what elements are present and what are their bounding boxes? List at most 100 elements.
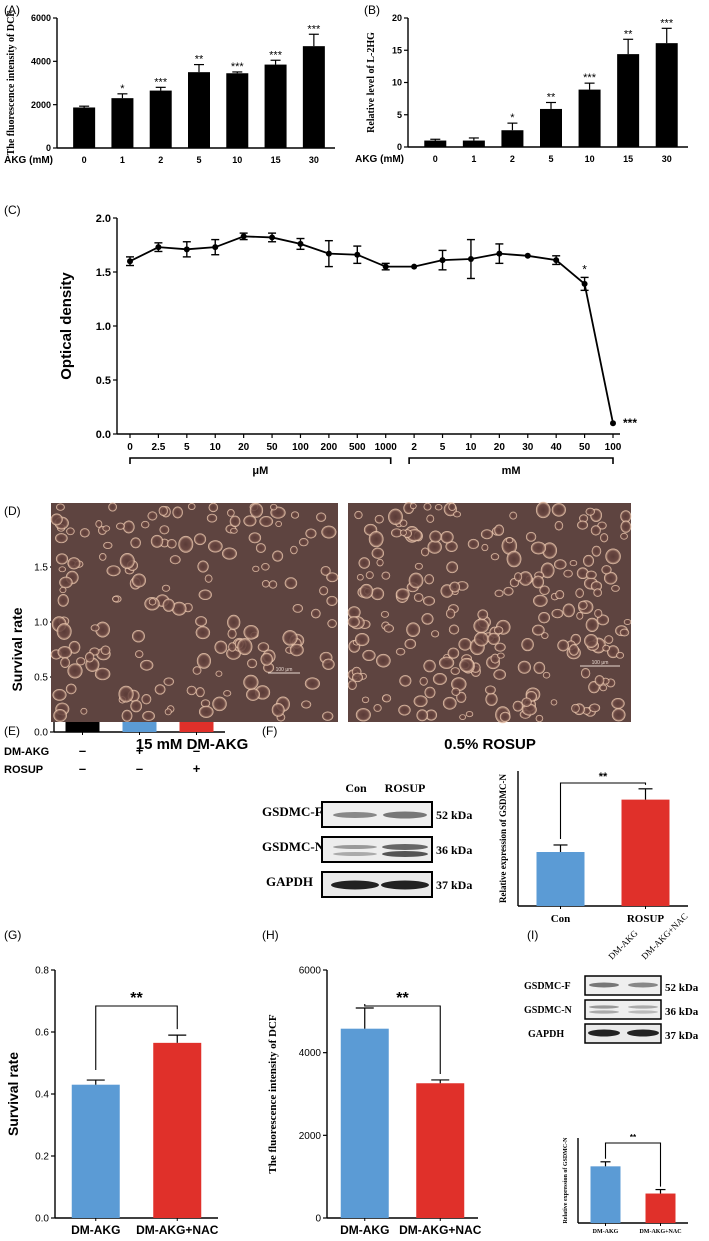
cell-texture (292, 603, 304, 613)
significance-star-a: *** (231, 61, 245, 73)
y-axis-label-h: The fluorescence intensity of DCF (267, 1014, 279, 1174)
y-tick-label-a: 4000 (31, 56, 51, 66)
western-blot-i: DM-AKG DM-AKG+NAC GSDMC-F GSDMC-N GAPDH … (524, 911, 699, 1044)
cell-texture (108, 502, 117, 512)
blot-i-lane-dmakg: DM-AKG (606, 928, 640, 962)
bar-f (621, 799, 670, 906)
cell-texture (159, 525, 170, 535)
cell-texture (103, 541, 113, 549)
cell-texture (553, 559, 567, 570)
cell-texture (509, 511, 518, 520)
cell-texture (134, 650, 144, 658)
cell-texture (55, 533, 68, 544)
cell-texture (376, 558, 384, 567)
cell-texture (192, 666, 202, 675)
cell-texture (551, 503, 566, 517)
micrograph-left: 100 μm (50, 502, 339, 722)
cell-texture (275, 520, 282, 528)
cell-texture (568, 644, 579, 656)
y-axis-label-a: The fluorescence intensity of DCF (6, 11, 17, 156)
cell-texture (512, 700, 524, 712)
cell-texture (422, 596, 436, 606)
cell-texture (442, 696, 457, 710)
cell-texture (208, 502, 219, 513)
cell-texture (611, 585, 620, 592)
cell-texture (100, 645, 111, 656)
blot-f-lane-con: Con (345, 781, 367, 795)
cell-texture (530, 541, 547, 555)
cell-texture (409, 502, 417, 510)
x-tick-label-c: 2 (411, 442, 417, 453)
cell-texture (583, 554, 595, 567)
cell-texture (106, 565, 121, 577)
cell-texture (204, 574, 213, 583)
cell-texture (154, 684, 166, 695)
cell-texture (423, 502, 432, 511)
cell-texture (301, 700, 312, 709)
cell-texture (206, 513, 218, 523)
cell-texture (272, 550, 284, 562)
cell-texture (354, 510, 363, 520)
cell-texture (150, 534, 164, 548)
cell-texture (172, 506, 183, 519)
cell-texture (237, 638, 253, 656)
row-sign-e: + (136, 743, 144, 758)
cell-texture (575, 588, 584, 598)
y-tick-label-e: 0.0 (34, 728, 48, 739)
cell-texture (606, 645, 620, 659)
blot-i-kda-36: 36 kDa (665, 1006, 699, 1018)
cell-texture (447, 647, 460, 659)
western-blot-f: Con ROSUP GSDMC-F GSDMC-N GAPDH 52 kDa 3… (262, 781, 472, 898)
cell-texture (473, 618, 489, 634)
bar-f (536, 852, 585, 906)
cell-texture (571, 703, 580, 713)
cell-texture (584, 633, 599, 648)
cell-texture (52, 689, 67, 701)
blot-f-kda-36: 36 kDa (436, 843, 472, 857)
cell-texture (268, 580, 278, 589)
cell-texture (53, 709, 67, 722)
cell-texture (531, 624, 545, 636)
x-tick-label-h: DM-AKG+NAC (399, 1223, 482, 1237)
x-tick-label-a: 2 (158, 155, 163, 165)
panel-label-g: (G) (4, 928, 21, 942)
cell-texture (255, 543, 266, 553)
y-tick-label-g: 0.4 (35, 1090, 49, 1101)
significance-star-b: * (510, 112, 515, 124)
bar-b (617, 54, 640, 148)
blot-f-row-gapdh: GAPDH (266, 874, 313, 889)
bar-b (578, 89, 601, 147)
cell-texture (316, 512, 327, 522)
cell-texture (413, 592, 424, 602)
scale-bar-right: 100 μm (592, 660, 609, 666)
cell-texture (458, 638, 472, 651)
cell-texture (562, 603, 575, 618)
cell-texture (322, 658, 335, 670)
y-tick-label-g: 0.8 (35, 966, 49, 977)
x-tick-label-c: 5 (184, 442, 190, 453)
significance-label-f: ** (599, 771, 608, 783)
row-label-e: ROSUP (4, 764, 43, 776)
x-tick-label-g: DM-AKG (71, 1223, 120, 1237)
cell-texture (494, 524, 505, 536)
cell-texture (243, 624, 259, 640)
cell-texture (290, 545, 298, 555)
cell-texture (611, 708, 626, 722)
blot-i-row-gsdmc-n: GSDMC-N (524, 1005, 573, 1016)
cell-texture (451, 687, 461, 696)
cell-texture (416, 709, 429, 722)
cell-texture (197, 560, 209, 573)
cell-texture (354, 632, 370, 647)
x-tick-label-c: 10 (465, 442, 477, 453)
cell-texture (326, 595, 338, 606)
cell-texture (551, 608, 564, 619)
cell-texture (246, 688, 260, 701)
y-tick-label-b: 0 (397, 142, 402, 152)
blot-i-kda-37: 37 kDa (665, 1030, 699, 1042)
y-tick-label-h: 2000 (299, 1131, 322, 1142)
cell-texture (424, 686, 436, 699)
significance-star-a: *** (269, 49, 283, 61)
cell-texture (506, 550, 522, 568)
y-tick-label-c: 0.0 (96, 429, 111, 441)
significance-star-a: *** (307, 23, 321, 35)
